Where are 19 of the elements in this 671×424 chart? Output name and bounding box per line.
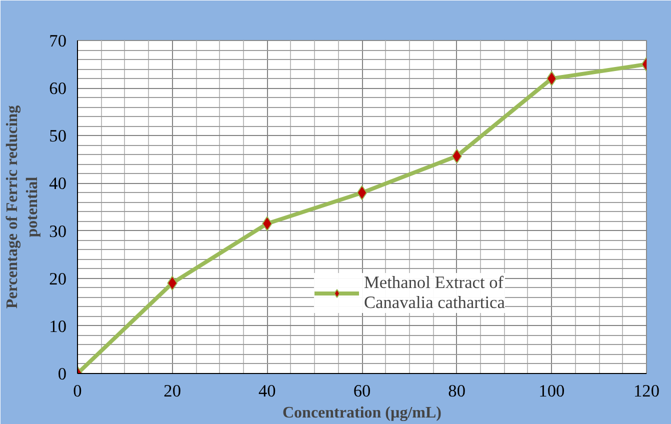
x-tick-label: 80 (448, 382, 466, 400)
y-tick-label: 30 (49, 222, 66, 241)
y-tick-label: 70 (49, 32, 66, 50)
y-tick-label: 0 (58, 364, 67, 384)
y-tick-label: 60 (49, 79, 66, 98)
y-tick-label: 10 (49, 316, 66, 336)
point (356, 185, 368, 200)
x-tick-label: 120 (634, 382, 660, 400)
x-tick-label: 60 (353, 382, 371, 400)
legend-label: Methanol Extract of Canavalia cathartica (364, 273, 505, 313)
x-tick-label: 40 (258, 382, 276, 400)
y-axis-title: Percentage of Ferric reducing potential (4, 105, 42, 309)
y-tick-label: 50 (49, 126, 66, 146)
x-tick-label: 20 (164, 382, 181, 400)
y-tick-label: 20 (49, 269, 66, 288)
x-tick-label: 0 (73, 382, 82, 400)
y-tick-label: 40 (49, 174, 66, 194)
x-axis-title: Concentration (µg/mL) (282, 404, 442, 422)
x-tick-label: 100 (538, 382, 565, 400)
